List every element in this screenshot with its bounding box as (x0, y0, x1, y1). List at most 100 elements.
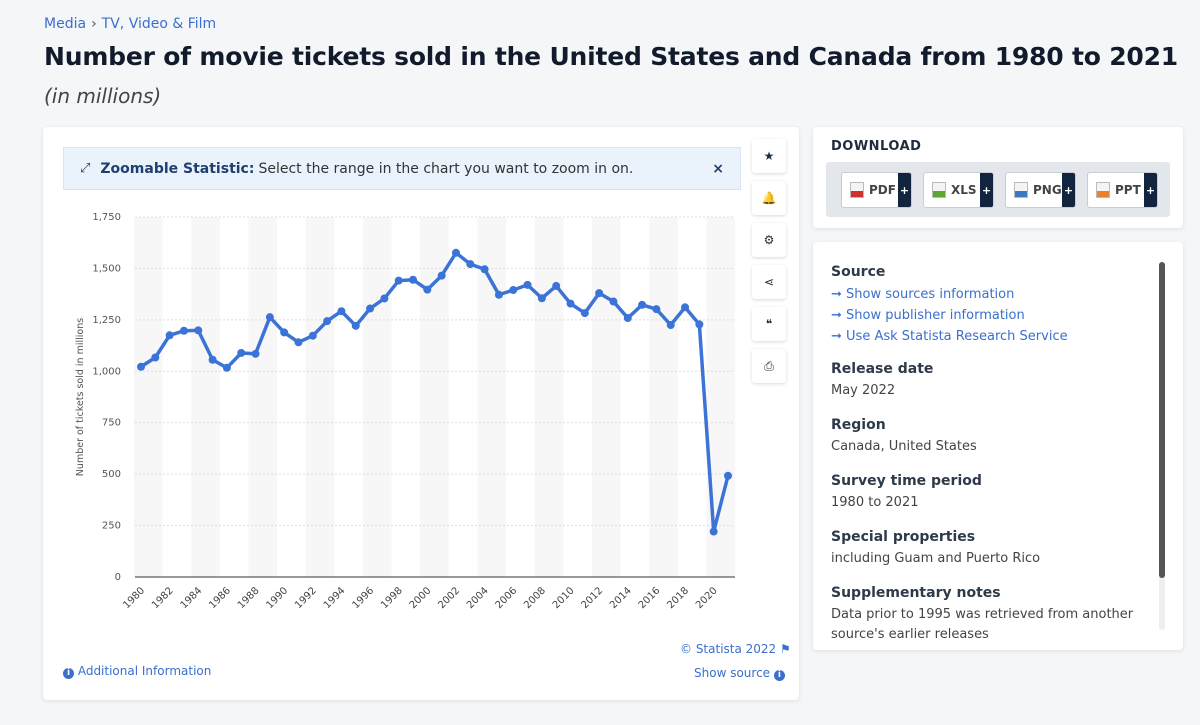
download-buttons: PDF + XLS + PNG + PPT + (826, 162, 1170, 217)
band (649, 217, 678, 577)
data-point[interactable] (280, 328, 289, 337)
data-point[interactable] (208, 355, 217, 364)
data-point[interactable] (294, 338, 303, 347)
data-point[interactable] (337, 307, 346, 316)
band (248, 217, 278, 577)
data-point[interactable] (566, 299, 575, 308)
data-point[interactable] (409, 275, 418, 284)
download-title: DOWNLOAD (831, 139, 922, 154)
data-point[interactable] (165, 331, 174, 340)
x-tick-label: 2008 (522, 585, 548, 611)
data-point[interactable] (151, 353, 160, 362)
x-tick-label: 1994 (322, 585, 348, 611)
scrollbar[interactable] (1159, 262, 1165, 630)
data-point[interactable] (595, 289, 604, 298)
breadcrumb: Media › TV, Video & Film (44, 16, 216, 32)
data-point[interactable] (380, 294, 389, 303)
band (305, 217, 335, 577)
gear-button[interactable]: ⚙ (752, 223, 786, 257)
data-point[interactable] (609, 297, 618, 306)
download-pdf-button[interactable]: PDF + (841, 172, 912, 208)
x-tick-label: 1980 (121, 585, 147, 611)
plus-icon[interactable]: + (1062, 173, 1075, 207)
detail-label: Special properties (831, 529, 976, 545)
data-point[interactable] (194, 326, 203, 335)
data-point[interactable] (265, 313, 274, 322)
source-link-label: Show sources information (846, 287, 1015, 302)
bell-button[interactable]: 🔔 (752, 181, 786, 215)
data-point[interactable] (523, 280, 532, 289)
gear-icon: ⚙ (763, 233, 775, 247)
x-tick-label: 2012 (579, 585, 605, 611)
plus-icon[interactable]: + (980, 173, 993, 207)
data-point[interactable] (638, 300, 647, 309)
data-point[interactable] (351, 321, 360, 330)
print-button[interactable]: ⎙ (752, 349, 786, 383)
data-point[interactable] (494, 290, 503, 299)
close-icon[interactable]: × (712, 160, 724, 177)
data-point[interactable] (394, 276, 403, 285)
data-point[interactable] (666, 321, 675, 329)
data-point[interactable] (451, 248, 460, 257)
source-link[interactable]: ➞ Use Ask Statista Research Service (831, 326, 1151, 347)
data-point[interactable] (308, 331, 317, 340)
plus-icon[interactable]: + (898, 173, 911, 207)
share-button[interactable]: ⋖ (752, 265, 786, 299)
y-tick-label: 1,500 (92, 263, 121, 274)
breadcrumb-media[interactable]: Media (44, 16, 87, 32)
arrow-right-icon: ➞ (831, 287, 842, 302)
y-tick-label: 1,000 (92, 366, 121, 377)
data-point[interactable] (137, 362, 145, 371)
scrollbar-thumb[interactable] (1159, 262, 1165, 578)
data-point[interactable] (552, 281, 561, 290)
data-point[interactable] (437, 271, 446, 280)
breadcrumb-tv-video-film[interactable]: TV, Video & Film (101, 16, 217, 32)
data-point[interactable] (724, 471, 732, 480)
x-tick-label: 2006 (494, 585, 520, 611)
quote-button[interactable]: ❝ (752, 307, 786, 341)
plus-icon[interactable]: + (1144, 173, 1157, 207)
data-point[interactable] (709, 527, 718, 536)
additional-information-label: Additional Information (77, 664, 212, 678)
data-point[interactable] (652, 305, 661, 314)
data-point[interactable] (251, 349, 260, 358)
bell-icon: 🔔 (761, 191, 777, 205)
data-point[interactable] (480, 265, 489, 274)
show-source-link[interactable]: Show source i (694, 666, 785, 681)
data-point[interactable] (509, 286, 518, 295)
download-png-button[interactable]: PNG + (1005, 172, 1076, 208)
data-point[interactable] (695, 320, 704, 329)
data-point[interactable] (366, 304, 375, 313)
x-tick-label: 1984 (179, 585, 205, 611)
data-point[interactable] (323, 317, 332, 326)
download-label: PPT (1115, 183, 1141, 197)
additional-information-link[interactable]: i Additional Information (63, 664, 211, 679)
expand-icon: ⤢ (80, 161, 91, 176)
data-point[interactable] (237, 348, 246, 357)
data-point[interactable] (222, 363, 231, 372)
data-point[interactable] (537, 294, 546, 303)
data-point[interactable] (681, 303, 690, 312)
data-point[interactable] (179, 326, 188, 335)
download-label: PDF (869, 183, 896, 197)
page-title: Number of movie tickets sold in the Unit… (44, 42, 1178, 71)
x-tick-label: 2000 (408, 585, 434, 611)
source-link[interactable]: ➞ Show publisher information (831, 305, 1151, 326)
data-point[interactable] (623, 314, 632, 323)
band (477, 217, 507, 577)
source-link[interactable]: ➞ Show sources information (831, 284, 1151, 305)
data-point[interactable] (580, 309, 589, 318)
download-ppt-button[interactable]: PPT + (1087, 172, 1158, 208)
x-tick-label: 2018 (665, 585, 691, 611)
png-file-icon (1014, 182, 1028, 198)
statista-copyright[interactable]: © Statista 2022 ⚑ (680, 642, 791, 656)
star-button[interactable]: ★ (752, 139, 786, 173)
x-tick-label: 2020 (694, 585, 720, 611)
line-chart[interactable]: 0 250 500 750 1,000 1,250 1,500 1,750 Number of … (43, 197, 743, 697)
flag-icon: ⚑ (780, 642, 791, 656)
download-xls-button[interactable]: XLS + (923, 172, 994, 208)
detail-label: Survey time period (831, 473, 982, 489)
data-point[interactable] (466, 260, 475, 269)
data-point[interactable] (423, 285, 432, 294)
x-tick-label: 1996 (350, 585, 376, 611)
